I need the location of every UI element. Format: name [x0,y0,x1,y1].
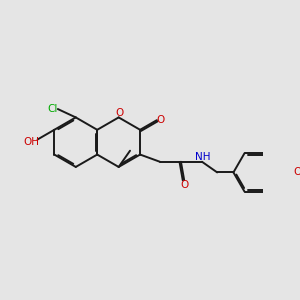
Text: Cl: Cl [47,103,57,113]
Text: O: O [156,115,165,125]
Text: OH: OH [24,136,40,146]
Text: O: O [115,108,124,118]
Text: O: O [294,167,300,177]
Text: O: O [181,180,189,190]
Text: NH: NH [195,152,211,162]
